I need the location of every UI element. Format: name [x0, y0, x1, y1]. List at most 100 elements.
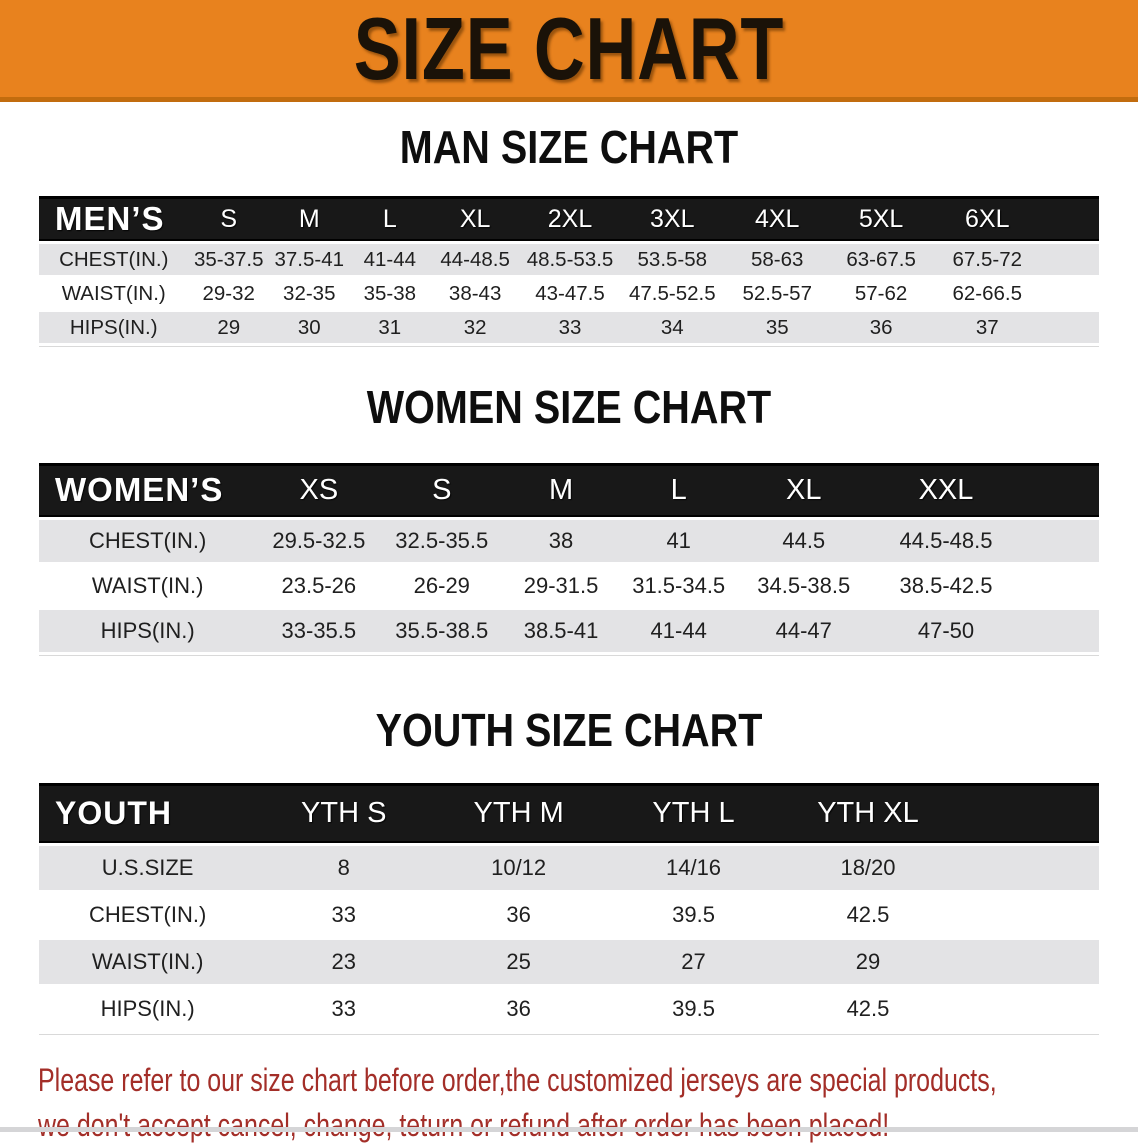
- disclaimer: Please refer to our size chart before or…: [0, 1058, 1138, 1148]
- women-section-heading: WOMEN SIZE CHART: [366, 381, 772, 434]
- youth-size-table: YOUTH YTH S YTH M YTH L YTH XL U.S.SIZE 8 10/12…: [39, 780, 1099, 1035]
- size-column-header: M: [269, 196, 350, 242]
- size-column-header: XL: [737, 462, 871, 517]
- size-column-header: XXL: [870, 462, 1099, 517]
- measurement-cell: 47.5-52.5: [619, 278, 725, 310]
- measurement-cell: 34: [619, 312, 725, 344]
- disclaimer-line-1: Please refer to our size chart before or…: [38, 1061, 997, 1098]
- section-women: WOMEN SIZE CHART WOMEN’S XS S M L XL XXL CHEST(…: [0, 381, 1138, 656]
- size-column-header: L: [619, 462, 738, 517]
- measurement-cell: 43-47.5: [520, 278, 620, 310]
- measurement-cell: 29-31.5: [502, 564, 620, 607]
- measurement-cell: 23.5-26: [256, 564, 382, 607]
- table-header-row: WOMEN’S XS S M L XL XXL: [39, 462, 1099, 517]
- measurement-cell: 39.5: [606, 892, 781, 937]
- measurement-cell: 36: [431, 892, 607, 937]
- measurement-cell: 31: [349, 312, 431, 344]
- size-column-header: S: [381, 462, 503, 517]
- measurement-cell: 33-35.5: [256, 609, 382, 652]
- size-column-header: YTH XL: [780, 782, 1099, 843]
- table-row: CHEST(IN.) 29.5-32.5 32.5-35.5 38 41 44.5 44.5…: [39, 519, 1099, 562]
- table-row: CHEST(IN.) 35-37.5 37.5-41 41-44 44-48.5 48.5…: [39, 244, 1099, 276]
- measurement-cell: 34.5-38.5: [737, 564, 871, 607]
- table-header-row: YOUTH YTH S YTH M YTH L YTH XL: [39, 782, 1099, 843]
- measurement-cell: 52.5-57: [724, 278, 830, 310]
- measurement-cell: 67.5-72: [932, 244, 1099, 276]
- measurement-cell: 57-62: [829, 278, 933, 310]
- size-column-header: YTH M: [431, 782, 607, 843]
- measurement-cell: 33: [256, 986, 432, 1031]
- measurement-cell: 38.5-42.5: [870, 564, 1099, 607]
- row-label-cell: HIPS(IN.): [39, 609, 257, 652]
- measurement-cell: 53.5-58: [619, 244, 725, 276]
- measurement-cell: 58-63: [724, 244, 830, 276]
- measurement-cell: 33: [520, 312, 620, 344]
- measurement-cell: 63-67.5: [829, 244, 933, 276]
- measurement-cell: 38: [502, 519, 620, 562]
- women-size-table: WOMEN’S XS S M L XL XXL CHEST(IN.) 29.5-32.5 32.5…: [39, 460, 1099, 656]
- measurement-cell: 39.5: [606, 986, 781, 1031]
- measurement-cell: 36: [431, 986, 607, 1031]
- image-bottom-edge: [0, 1127, 1138, 1132]
- size-column-header: 5XL: [829, 196, 933, 242]
- measurement-cell: 35.5-38.5: [381, 609, 503, 652]
- measurement-cell: 41: [619, 519, 738, 562]
- measurement-cell: 41-44: [349, 244, 431, 276]
- measurement-cell: 44-48.5: [430, 244, 521, 276]
- table-row: HIPS(IN.) 33-35.5 35.5-38.5 38.5-41 41-44 44-…: [39, 609, 1099, 652]
- measurement-cell: 48.5-53.5: [520, 244, 620, 276]
- row-label-cell: U.S.SIZE: [39, 845, 257, 890]
- measurement-cell: 32.5-35.5: [381, 519, 503, 562]
- section-men: MAN SIZE CHART MEN’S S M L XL 2XL 3XL 4XL 5XL 6XL…: [0, 123, 1138, 348]
- table-row: CHEST(IN.) 33 36 39.5 42.5: [39, 892, 1099, 937]
- men-size-table: MEN’S S M L XL 2XL 3XL 4XL 5XL 6XL CHEST(IN.) 35-37…: [39, 193, 1099, 348]
- row-label-cell: WAIST(IN.): [39, 278, 189, 310]
- table-row: WAIST(IN.) 23.5-26 26-29 29-31.5 31.5-34.5 34…: [39, 564, 1099, 607]
- measurement-cell: 33: [256, 892, 432, 937]
- size-column-header: 3XL: [619, 196, 725, 242]
- measurement-cell: 29: [188, 312, 269, 344]
- size-column-header: 4XL: [724, 196, 830, 242]
- measurement-cell: 42.5: [780, 986, 1099, 1031]
- disclaimer-line-2: we don't accept cancel, change, teturn o…: [38, 1106, 890, 1143]
- table-title-cell: WOMEN’S: [39, 462, 257, 517]
- measurement-cell: 38-43: [430, 278, 521, 310]
- table-title-cell: MEN’S: [39, 196, 189, 242]
- row-label-cell: WAIST(IN.): [39, 939, 257, 984]
- measurement-cell: 62-66.5: [932, 278, 1099, 310]
- row-label-cell: CHEST(IN.): [39, 892, 257, 937]
- section-youth: YOUTH SIZE CHART YOUTH YTH S YTH M YTH L YTH…: [0, 703, 1138, 1035]
- row-label-cell: HIPS(IN.): [39, 312, 189, 344]
- table-header-row: MEN’S S M L XL 2XL 3XL 4XL 5XL 6XL: [39, 196, 1099, 242]
- size-column-header: M: [502, 462, 620, 517]
- table-row: WAIST(IN.) 23 25 27 29: [39, 939, 1099, 984]
- measurement-cell: 32: [430, 312, 521, 344]
- row-label-cell: HIPS(IN.): [39, 986, 257, 1031]
- row-label-cell: CHEST(IN.): [39, 519, 257, 562]
- size-column-header: XS: [256, 462, 382, 517]
- measurement-cell: 37: [932, 312, 1099, 344]
- banner-title: SIZE CHART: [353, 0, 785, 98]
- measurement-cell: 23: [256, 939, 432, 984]
- measurement-cell: 35: [724, 312, 830, 344]
- measurement-cell: 29.5-32.5: [256, 519, 382, 562]
- youth-section-heading: YOUTH SIZE CHART: [375, 703, 763, 756]
- table-row: HIPS(IN.) 33 36 39.5 42.5: [39, 986, 1099, 1031]
- size-column-header: 6XL: [932, 196, 1099, 242]
- row-label-cell: CHEST(IN.): [39, 244, 189, 276]
- table-row: WAIST(IN.) 29-32 32-35 35-38 38-43 43-47.5 47.…: [39, 278, 1099, 310]
- size-column-header: YTH S: [256, 782, 432, 843]
- measurement-cell: 14/16: [606, 845, 781, 890]
- measurement-cell: 29: [780, 939, 1099, 984]
- size-column-header: 2XL: [520, 196, 620, 242]
- measurement-cell: 25: [431, 939, 607, 984]
- measurement-cell: 44.5-48.5: [870, 519, 1099, 562]
- measurement-cell: 32-35: [269, 278, 350, 310]
- measurement-cell: 35-37.5: [188, 244, 269, 276]
- measurement-cell: 26-29: [381, 564, 503, 607]
- size-column-header: L: [349, 196, 431, 242]
- measurement-cell: 18/20: [780, 845, 1099, 890]
- measurement-cell: 42.5: [780, 892, 1099, 937]
- size-column-header: YTH L: [606, 782, 781, 843]
